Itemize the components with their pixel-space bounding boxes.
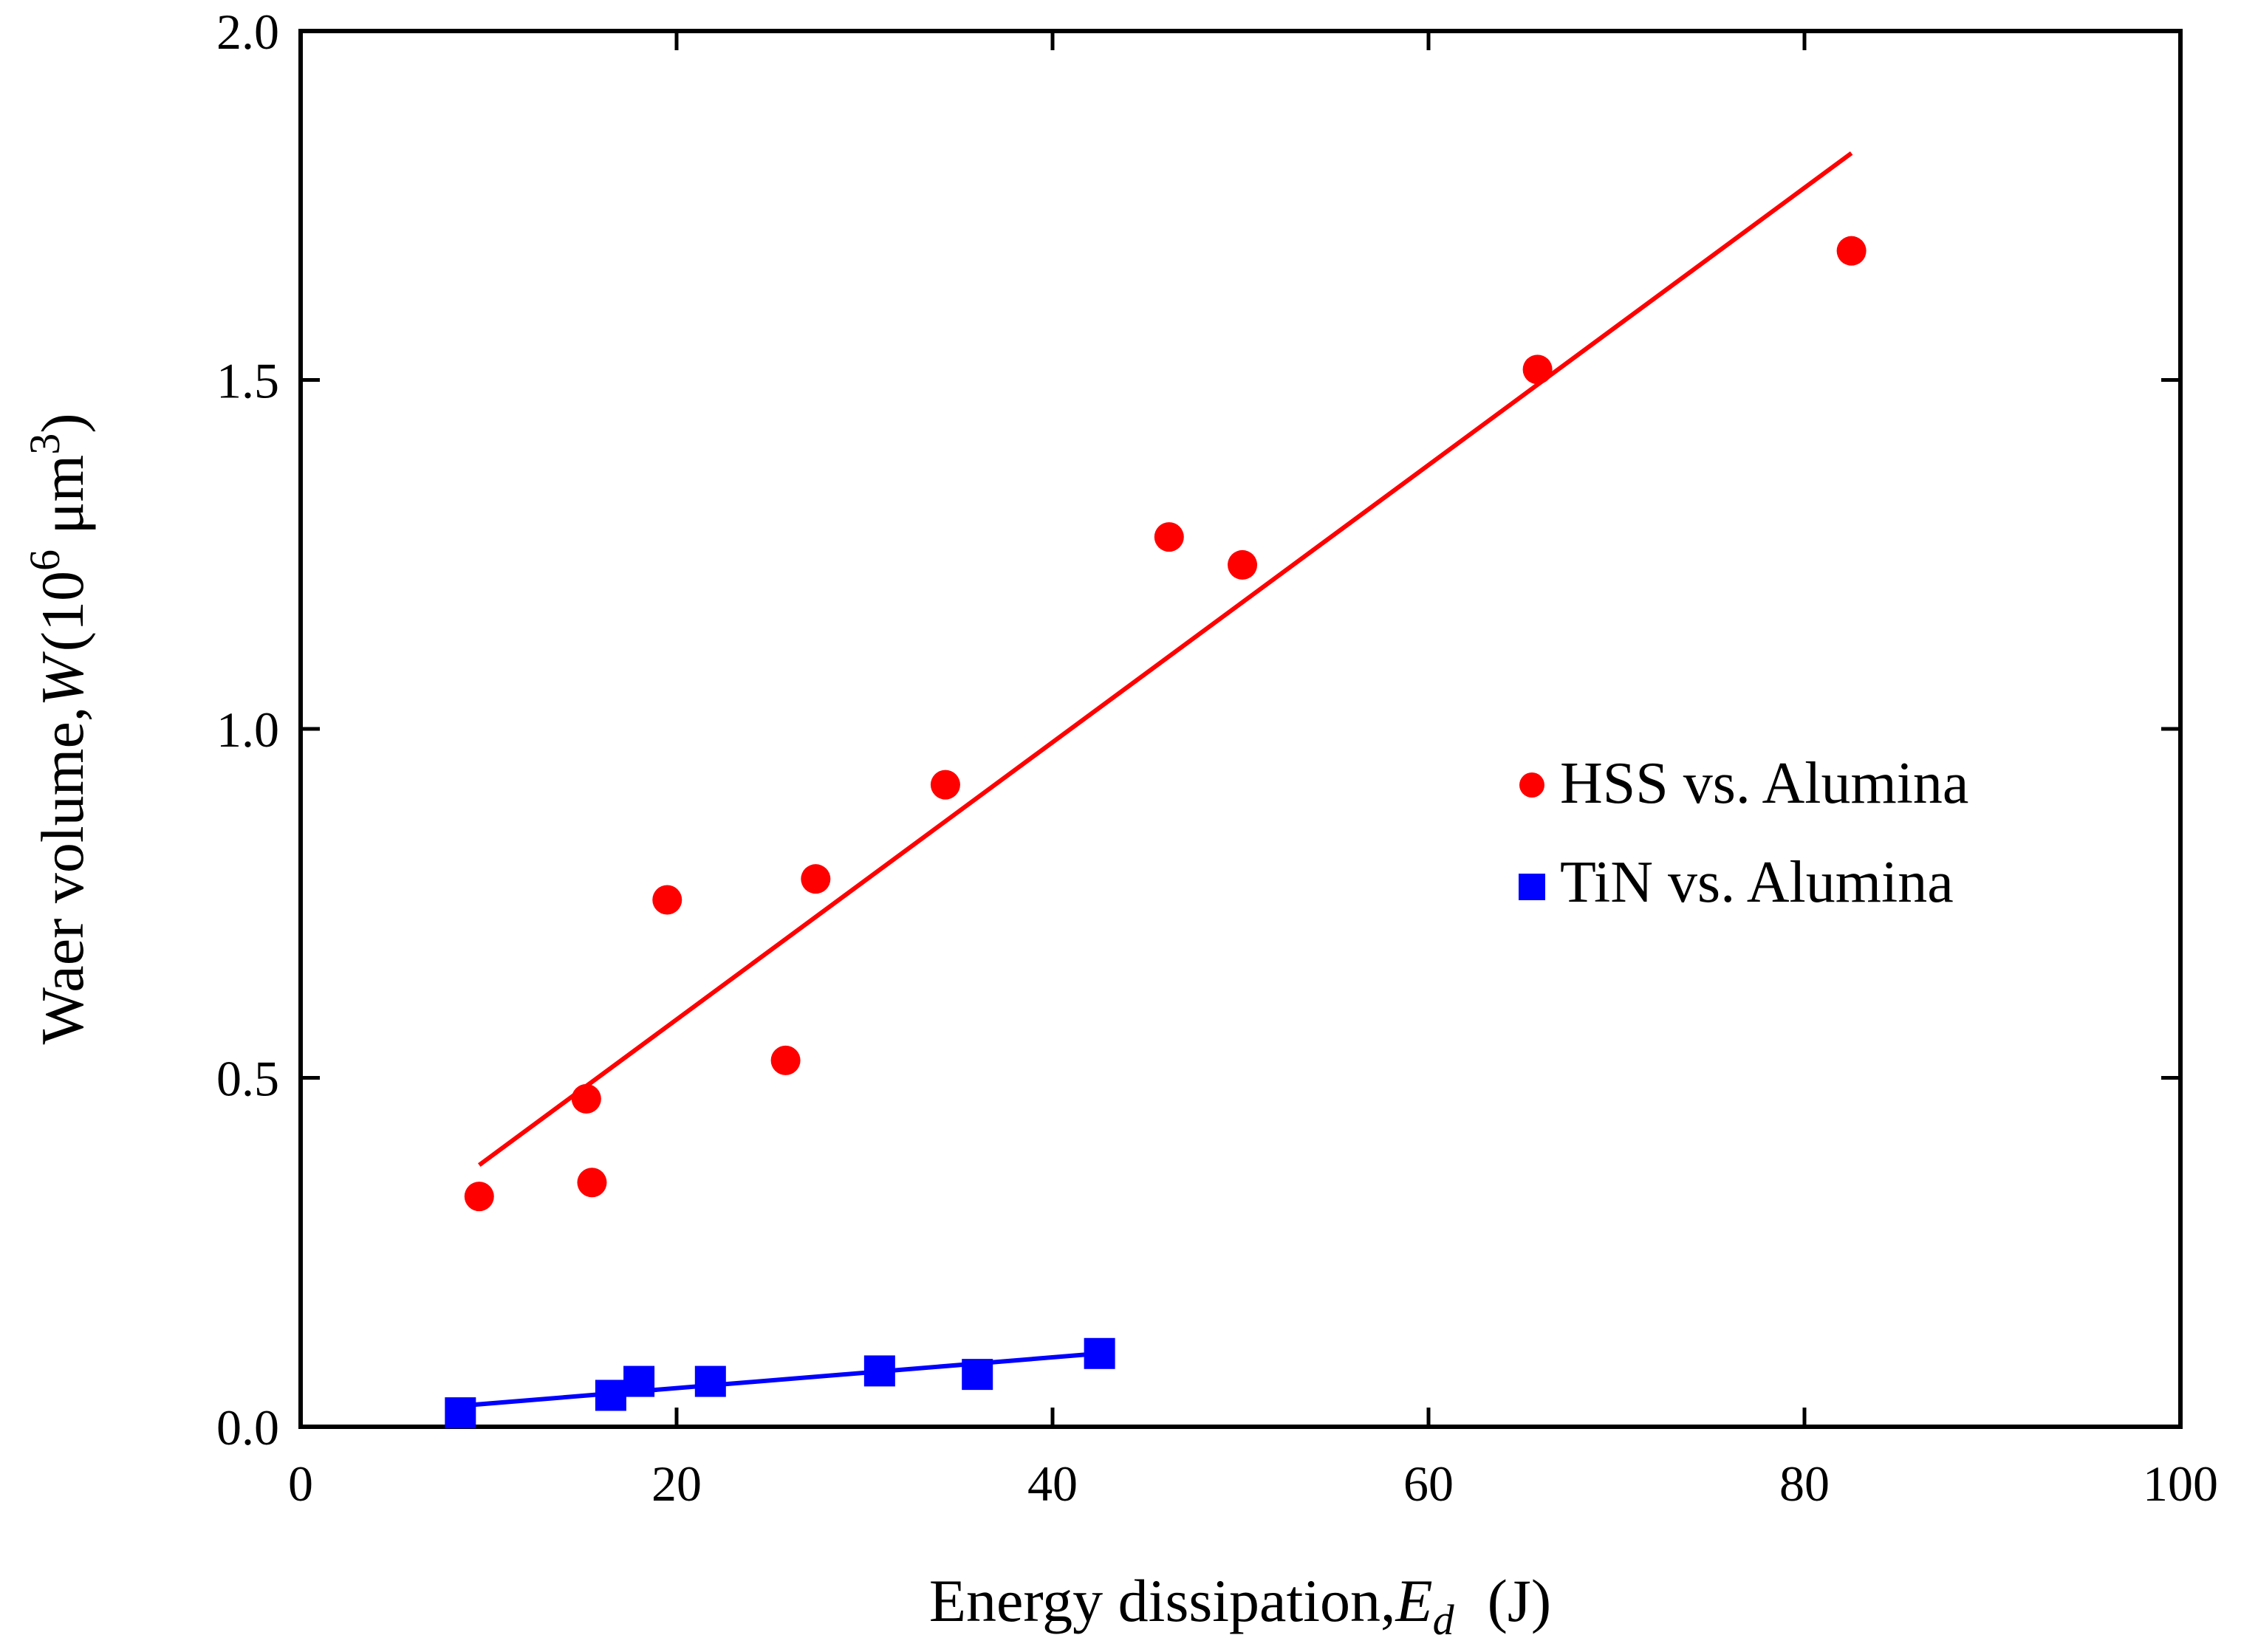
point-tin-1	[595, 1379, 626, 1411]
legend-marker-hss	[1519, 772, 1544, 798]
y-axis-title-unit-mid: μm	[29, 455, 96, 549]
x-tick-label-100: 100	[2143, 1456, 2218, 1512]
y-axis-title: Waer volume,W(106 μm3)	[21, 413, 96, 1044]
x-tick-label-20: 20	[651, 1456, 702, 1512]
point-tin-3	[694, 1365, 726, 1397]
x-tick-label-40: 40	[1027, 1456, 1078, 1512]
point-tin-4	[863, 1355, 895, 1387]
legend-label-tin: TiN vs. Alumina	[1560, 850, 1954, 915]
legend: HSS vs. Alumina TiN vs. Alumina	[1519, 751, 1968, 915]
x-tick-label-80: 80	[1779, 1456, 1830, 1512]
x-axis-title-unit: (J)	[1488, 1567, 1552, 1634]
y-axis-title-exp1: 6	[21, 549, 69, 571]
x-axis-title-symbol: E	[1395, 1567, 1433, 1634]
x-axis-title: Energy dissipation,Ed (J)	[929, 1567, 1551, 1644]
y-axis-title-unit-close: )	[29, 413, 96, 433]
y-axis-title-main: Waer volume,	[29, 707, 96, 1045]
data-points	[445, 236, 1867, 1429]
y-axis-title-exp2: 3	[21, 433, 69, 455]
y-tick-label-2.0: 2.0	[216, 4, 279, 60]
fit-line-hss	[477, 151, 1853, 1168]
x-tick-label-0: 0	[288, 1456, 313, 1512]
point-hss-1	[571, 1083, 601, 1114]
y-axis-title-unit-open: (10	[29, 571, 96, 651]
point-tin-5	[962, 1359, 993, 1391]
point-hss-8	[1228, 549, 1258, 580]
legend-label-hss: HSS vs. Alumina	[1560, 751, 1968, 816]
legend-marker-tin	[1519, 874, 1545, 900]
point-hss-6	[930, 770, 960, 800]
y-tick-label-0.5: 0.5	[216, 1051, 279, 1107]
point-tin-0	[445, 1397, 476, 1429]
point-tin-2	[623, 1365, 655, 1397]
plot-frame	[298, 29, 2183, 1429]
point-hss-0	[464, 1182, 494, 1212]
point-hss-7	[1154, 522, 1184, 552]
x-axis-title-main: Energy dissipation,	[929, 1567, 1396, 1634]
y-axis-title-symbol: W	[29, 651, 96, 707]
point-hss-9	[1522, 354, 1553, 385]
point-hss-2	[577, 1168, 607, 1198]
x-axis-title-subscript: d	[1433, 1596, 1455, 1644]
y-tick-label-1.5: 1.5	[216, 353, 279, 409]
fit-line-tin	[460, 1351, 1100, 1408]
point-hss-10	[1836, 236, 1867, 266]
y-tick-label-1.0: 1.0	[216, 702, 279, 758]
axis-ticks: 0 20 40 60 80 100 0.0 0.5 1.0 1.5 2.0	[216, 4, 2218, 1512]
point-hss-3	[652, 885, 682, 915]
y-tick-label-0.0: 0.0	[216, 1399, 279, 1456]
fit-lines	[460, 151, 1853, 1408]
point-hss-5	[801, 864, 831, 894]
x-tick-label-60: 60	[1403, 1456, 1454, 1512]
point-tin-6	[1084, 1337, 1115, 1369]
point-hss-4	[770, 1045, 801, 1075]
